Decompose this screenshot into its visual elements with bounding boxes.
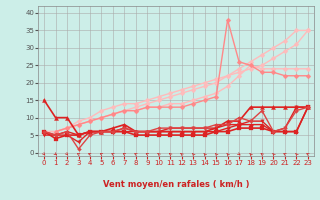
X-axis label: Vent moyen/en rafales ( km/h ): Vent moyen/en rafales ( km/h )	[103, 180, 249, 189]
